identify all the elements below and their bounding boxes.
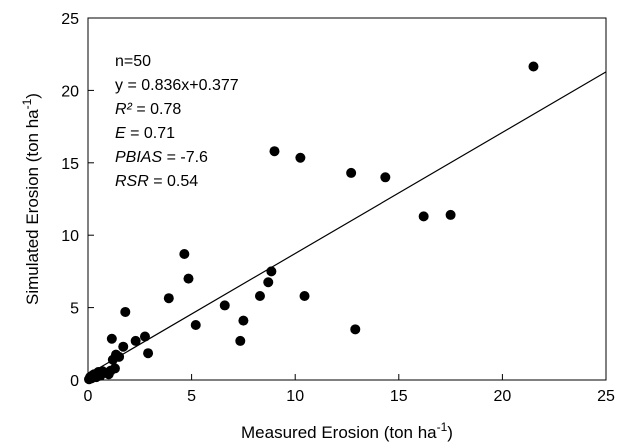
x-tick-label: 20	[494, 388, 512, 405]
x-axis-title-text: Measured Erosion (ton ha	[241, 423, 437, 442]
data-point	[106, 333, 117, 344]
data-point	[163, 293, 174, 304]
y-axis-title-end: )	[23, 93, 42, 99]
x-tick-label: 0	[84, 388, 93, 405]
data-point	[350, 324, 361, 335]
data-point	[269, 146, 280, 157]
pbias-value: = -7.6	[162, 149, 208, 166]
regression-line	[87, 71, 607, 376]
data-point	[418, 211, 429, 222]
data-point	[183, 273, 194, 284]
data-point	[109, 363, 120, 374]
annotation-equation: y = 0.836x+0.377	[115, 77, 239, 94]
data-point	[528, 61, 539, 72]
data-point	[190, 319, 201, 330]
y-tick-label: 10	[61, 228, 79, 245]
stats-annotation: n=50 y = 0.836x+0.377 R² = 0.78 E = 0.71…	[115, 53, 239, 190]
data-point	[130, 335, 141, 346]
x-tick-label: 5	[187, 388, 196, 405]
x-axis-title-sup: -1	[437, 420, 448, 434]
data-point	[266, 266, 277, 277]
pbias-label: PBIAS	[115, 149, 162, 166]
data-point	[114, 351, 125, 362]
x-tick-label: 10	[286, 388, 304, 405]
e-value: = 0.71	[126, 125, 175, 142]
annotation-r2: R² = 0.78	[115, 101, 181, 118]
r2-value: = 0.78	[132, 101, 181, 118]
data-point	[295, 152, 306, 163]
annotation-n: n=50	[115, 53, 151, 70]
data-point	[120, 306, 131, 317]
y-tick-label: 20	[61, 83, 79, 100]
data-points	[84, 61, 539, 385]
y-tick-label: 25	[61, 11, 79, 28]
annotation-pbias: PBIAS = -7.6	[115, 149, 208, 166]
x-axis-title: Measured Erosion (ton ha-1)	[241, 420, 453, 442]
plot-frame	[87, 17, 607, 381]
data-point	[445, 209, 456, 220]
x-tick-label: 15	[390, 388, 408, 405]
data-point	[254, 291, 265, 302]
data-point	[143, 348, 154, 359]
y-axis-title: Simulated Erosion (ton ha-1)	[20, 93, 42, 305]
y-tick-label: 5	[70, 301, 79, 318]
annotation-rsr: RSR = 0.54	[115, 173, 198, 190]
data-point	[139, 331, 150, 342]
data-point	[299, 291, 310, 302]
data-point	[235, 335, 246, 346]
x-axis-title-end: )	[447, 423, 453, 442]
r2-label: R²	[115, 101, 133, 118]
data-point	[179, 249, 190, 260]
x-tick-label: 25	[597, 388, 615, 405]
annotation-e: E = 0.71	[115, 125, 175, 142]
data-point	[346, 167, 357, 178]
tick-labels: 0 5 10 15 20 25 0 5 10 15 20 25	[61, 11, 615, 405]
y-tick-label: 15	[61, 156, 79, 173]
e-label: E	[115, 125, 126, 142]
data-point	[380, 172, 391, 183]
y-axis-title-sup: -1	[20, 98, 34, 109]
y-tick-label: 0	[70, 373, 79, 390]
data-point	[238, 315, 249, 326]
data-point	[219, 300, 230, 311]
rsr-value: = 0.54	[149, 173, 198, 190]
axis-ticks	[87, 17, 607, 381]
rsr-label: RSR	[115, 173, 149, 190]
y-axis-title-text: Simulated Erosion (ton ha	[23, 109, 42, 305]
data-point	[263, 277, 274, 288]
data-point	[118, 341, 129, 352]
